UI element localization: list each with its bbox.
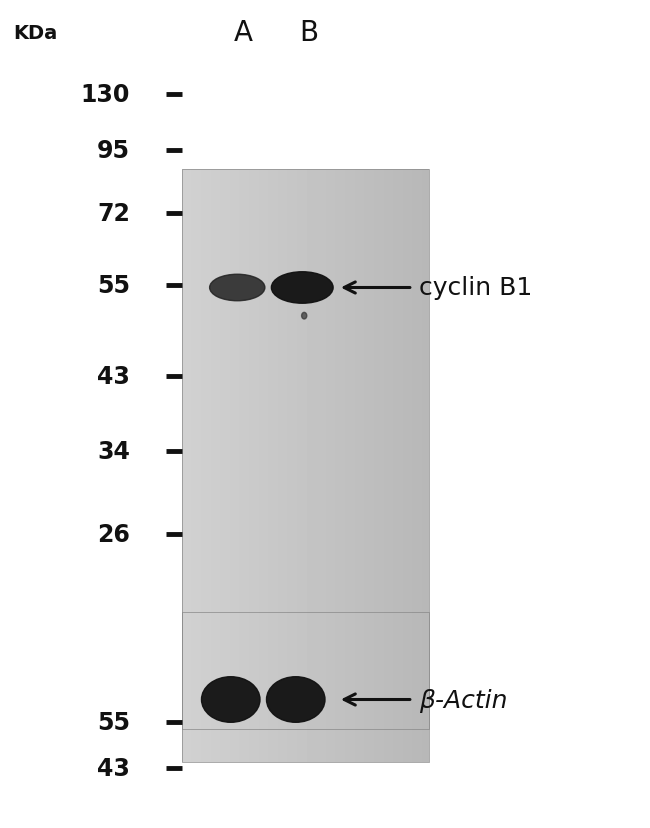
Text: β-Actin: β-Actin bbox=[419, 688, 508, 711]
Text: A: A bbox=[234, 19, 254, 47]
Text: cyclin B1: cyclin B1 bbox=[419, 277, 532, 300]
Text: 43: 43 bbox=[97, 757, 130, 780]
Text: 95: 95 bbox=[97, 139, 130, 162]
Ellipse shape bbox=[272, 272, 333, 304]
Text: 34: 34 bbox=[97, 440, 130, 463]
Text: B: B bbox=[299, 19, 318, 47]
Text: 130: 130 bbox=[81, 84, 130, 107]
Ellipse shape bbox=[202, 677, 260, 722]
Text: 55: 55 bbox=[97, 710, 130, 734]
Text: 55: 55 bbox=[97, 274, 130, 297]
Ellipse shape bbox=[209, 275, 265, 301]
Text: 43: 43 bbox=[97, 365, 130, 388]
Bar bbox=[182, 613, 429, 762]
Text: KDa: KDa bbox=[14, 24, 58, 42]
Bar bbox=[182, 170, 429, 729]
Text: 26: 26 bbox=[97, 522, 130, 546]
Text: 72: 72 bbox=[97, 202, 130, 225]
Ellipse shape bbox=[266, 677, 325, 722]
Ellipse shape bbox=[302, 313, 307, 320]
